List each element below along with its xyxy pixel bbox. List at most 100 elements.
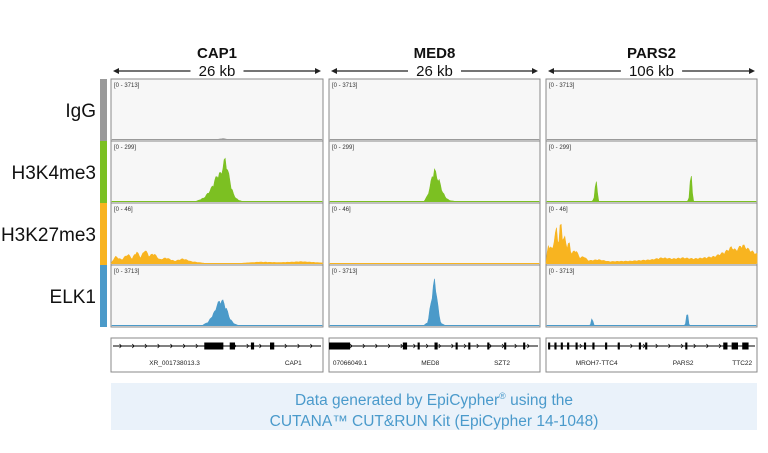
strand-chevron-icon: [284, 343, 288, 349]
track-color-bar-h3k27me3: [100, 203, 107, 265]
gene-track-panel: [110, 337, 324, 373]
exon-block: [742, 342, 749, 350]
track-range-label: [0 - 46]: [549, 207, 568, 213]
strand-chevron-icon: [642, 343, 646, 349]
strand-chevron-icon: [438, 343, 442, 349]
strand-chevron-icon: [463, 343, 467, 349]
strand-chevron-icon: [362, 343, 366, 349]
gene-label: XR_001738013.3: [149, 360, 200, 367]
caption-line-1: Data generated by EpiCypher® using the: [111, 386, 757, 411]
strand-chevron-icon: [297, 343, 301, 349]
exon-block: [270, 342, 275, 350]
strand-chevron-icon: [630, 343, 633, 349]
strand-chevron-icon: [246, 343, 250, 349]
track-range-label: [0 - 3713]: [549, 83, 575, 89]
strand-chevron-icon: [579, 343, 583, 349]
exon-block: [504, 342, 507, 350]
strand-chevron-icon: [501, 343, 505, 349]
track-color-bars: [100, 79, 107, 327]
strand-chevron-icon: [680, 343, 684, 349]
track-range-label: [0 - 3713]: [332, 269, 358, 275]
strand-chevron-icon: [527, 343, 530, 349]
exon-block: [567, 342, 570, 350]
exon-block: [204, 342, 224, 350]
strand-chevron-icon: [375, 343, 378, 349]
exon-block: [723, 342, 728, 350]
exon-block: [560, 342, 563, 350]
track-label-elk1: ELK1: [50, 287, 96, 308]
gene-label: 07066049.1: [333, 360, 368, 367]
span-arrow-right-head: [532, 68, 538, 74]
track-panel-elk1: [545, 264, 758, 328]
exon-block: [487, 342, 490, 350]
strand-chevron-icon: [400, 343, 404, 349]
exon-block: [468, 342, 471, 350]
exon-block: [329, 342, 351, 350]
strand-chevron-icon: [668, 343, 671, 349]
gene-label: TTC22: [732, 360, 752, 367]
exon-block: [523, 342, 526, 350]
gene-label: CAP1: [285, 360, 302, 367]
gene-label: PARS2: [673, 360, 694, 367]
strand-chevron-icon: [144, 343, 148, 349]
track-panel-igg: [328, 78, 541, 142]
locus-name: CAP1: [197, 45, 237, 62]
exon-block: [638, 342, 641, 350]
track-color-bar-igg: [100, 79, 107, 141]
track-range-label: [0 - 46]: [114, 207, 133, 213]
span-arrow-left-head: [548, 68, 554, 74]
track-panel-igg: [545, 78, 758, 142]
caption-sup: ®: [499, 391, 506, 401]
span-arrow-right-head: [315, 68, 321, 74]
exon-block: [731, 342, 739, 350]
exon-block: [605, 342, 608, 350]
caption: Data generated by EpiCypher® using the C…: [111, 383, 757, 430]
track-color-bar-elk1: [100, 265, 107, 327]
strand-chevron-icon: [476, 343, 480, 349]
track-range-label: [0 - 299]: [114, 145, 136, 151]
exon-block: [592, 342, 595, 350]
track-range-label: [0 - 46]: [332, 207, 351, 213]
exon-block: [434, 342, 438, 350]
track-labels: IgG H3K4me3 H3K27me3 ELK1: [1, 101, 96, 308]
exon-block: [583, 342, 587, 350]
strand-chevron-icon: [655, 343, 659, 349]
strand-chevron-icon: [157, 343, 161, 349]
strand-chevron-icon: [718, 343, 722, 349]
strand-chevron-icon: [514, 343, 518, 349]
track-range-label: [0 - 299]: [549, 145, 571, 151]
track-range-label: [0 - 3713]: [549, 269, 575, 275]
strand-chevron-icon: [259, 343, 262, 349]
strand-chevron-icon: [425, 343, 429, 349]
strand-chevron-icon: [310, 343, 313, 349]
exon-block: [548, 342, 551, 350]
track-color-bar-h3k4me3: [100, 141, 107, 203]
span-arrow-right-head: [749, 68, 755, 74]
span-arrow-left-head: [113, 68, 119, 74]
exon-block: [554, 342, 557, 350]
locus-span-label: 26 kb: [416, 63, 453, 80]
strand-chevron-icon: [349, 343, 353, 349]
exon-block: [455, 342, 458, 350]
exon-block: [229, 342, 236, 350]
gene-track-panel: [545, 337, 758, 373]
caption-text-b: using the: [505, 392, 574, 409]
track-label-igg: IgG: [65, 101, 96, 122]
strand-chevron-icon: [706, 343, 709, 349]
exon-block: [417, 342, 420, 350]
exon-block: [402, 342, 408, 350]
track-range-label: [0 - 3713]: [332, 83, 358, 89]
locus-span-label: 26 kb: [199, 63, 236, 80]
track-range-label: [0 - 299]: [332, 145, 354, 151]
track-label-h3k27me3: H3K27me3: [1, 225, 96, 246]
gene-label: SZT2: [494, 360, 510, 367]
track-panel-h3k4me3: [545, 140, 758, 204]
locus-name: PARS2: [627, 45, 676, 62]
strand-chevron-icon: [451, 343, 454, 349]
strand-chevron-icon: [119, 343, 122, 349]
